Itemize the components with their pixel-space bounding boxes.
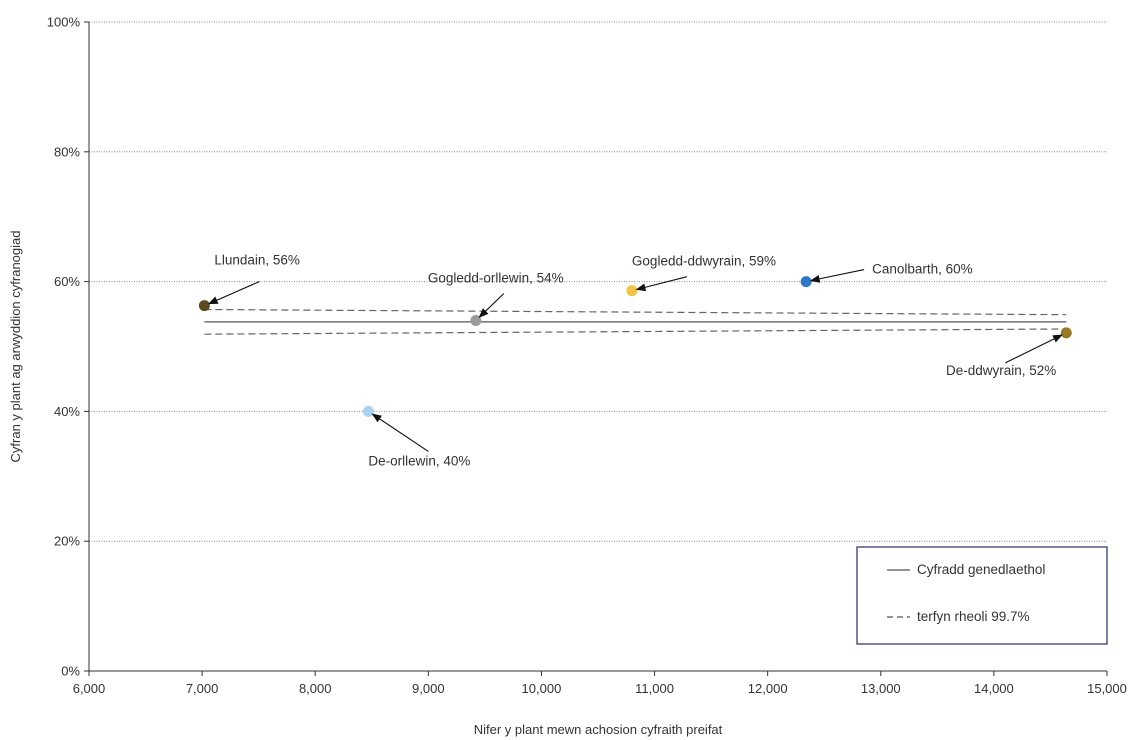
x-tick-label: 6,000 (73, 681, 106, 696)
data-point (800, 276, 812, 288)
data-point (362, 405, 374, 417)
x-tick-label: 13,000 (861, 681, 901, 696)
y-tick-label: 0% (61, 664, 80, 679)
data-point (198, 300, 210, 312)
data-label: Gogledd-ddwyrain, 59% (632, 254, 776, 269)
data-point (626, 285, 638, 297)
control-limit-line (204, 308, 1067, 316)
data-point (1060, 327, 1072, 339)
point-annotations: Llundain, 56% De-orllewin, 40% Gogledd-orl… (207, 253, 1063, 468)
x-axis-title: Nifer y plant mewn achosion cyfraith pre… (474, 722, 723, 737)
x-tick-label: 14,000 (974, 681, 1014, 696)
x-tick-label: 12,000 (748, 681, 788, 696)
y-tick-label: 60% (54, 274, 80, 289)
grid-lines (89, 21, 1107, 542)
data-points (198, 276, 1072, 417)
x-tick-label: 11,000 (635, 681, 674, 696)
control-limit-line (204, 328, 1067, 335)
data-label: Gogledd-orllewin, 54% (428, 271, 564, 286)
x-tick-label: 9,000 (412, 681, 445, 696)
annotation-arrow (207, 281, 260, 305)
x-tick-label: 8,000 (299, 681, 332, 696)
data-label: De-ddwyrain, 52% (946, 363, 1056, 378)
y-tick-label: 100% (47, 15, 81, 30)
x-tick-label: 15,000 (1087, 681, 1127, 696)
y-tick-label: 40% (54, 404, 80, 419)
legend-label: terfyn rheoli 99.7% (917, 609, 1030, 624)
annotation-arrow (371, 413, 429, 452)
data-label: Canolbarth, 60% (872, 262, 973, 277)
annotation-arrow (478, 293, 505, 318)
annotation-arrow (635, 276, 688, 292)
x-tick-label: 7,000 (186, 681, 219, 696)
y-axis-title: Cyfran y plant ag arwyddion cyfranogiad (8, 231, 23, 463)
annotation-arrow (809, 269, 865, 283)
y-tick-label: 80% (54, 144, 80, 159)
legend-box (856, 546, 1108, 645)
y-tick-label: 20% (54, 534, 80, 549)
legend: Cyfradd genedlaethol terfyn rheoli 99.7% (856, 546, 1108, 645)
annotation-arrow (1005, 334, 1063, 364)
data-label: Llundain, 56% (214, 253, 300, 268)
reference-lines (204, 308, 1067, 335)
axes: 0% 20% 40% 60% 80% 100% 6,000 7,000 8,000 9,000 10… (8, 15, 1127, 738)
legend-label: Cyfradd genedlaethol (917, 562, 1045, 577)
data-label: De-orllewin, 40% (368, 453, 470, 468)
x-tick-label: 10,000 (522, 681, 562, 696)
